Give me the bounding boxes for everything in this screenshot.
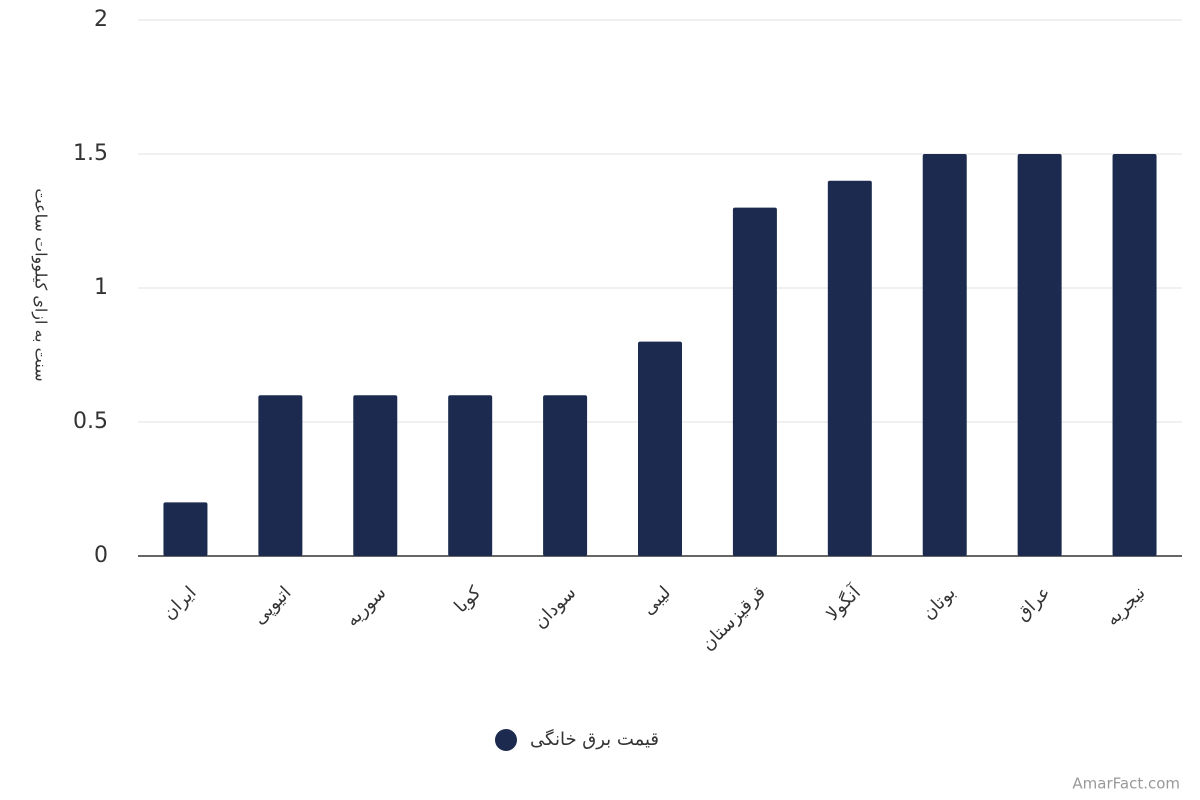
x-tick-label: ایران xyxy=(159,582,201,624)
x-tick-label: نیجریه xyxy=(1102,582,1150,630)
bar xyxy=(922,154,967,556)
bar xyxy=(827,180,872,557)
bar xyxy=(1112,154,1157,556)
bar xyxy=(1017,154,1062,556)
x-tick-label: سوریه xyxy=(342,582,391,631)
bar xyxy=(258,395,303,556)
x-tick-label: سودان xyxy=(530,582,581,633)
y-tick-label: 2 xyxy=(94,7,108,32)
legend-label: قیمت برق خانگی xyxy=(530,728,659,750)
bar xyxy=(353,395,398,556)
bar xyxy=(448,395,493,556)
y-tick-label: 1.5 xyxy=(73,141,108,166)
x-tick-label: عراق xyxy=(1012,582,1055,625)
bar xyxy=(732,207,777,556)
x-tick-label: کوبا xyxy=(450,582,485,617)
legend-marker xyxy=(495,729,517,751)
x-tick-label: بوتان xyxy=(918,582,960,624)
x-tick-label: آنگولا xyxy=(821,580,866,625)
y-axis-label: سنت به ازای کیلووات ساعت xyxy=(31,188,51,381)
x-tick-label: اتیوپی xyxy=(249,582,296,629)
x-tick-label: قرقیزستان xyxy=(697,582,770,655)
x-tick-label: لیبی xyxy=(638,582,675,619)
bar xyxy=(543,395,588,556)
y-tick-label: 1 xyxy=(94,275,108,300)
y-tick-label: 0.5 xyxy=(73,409,108,434)
watermark: AmarFact.com xyxy=(1072,775,1180,793)
y-tick-label: 0 xyxy=(94,543,108,568)
bar xyxy=(163,502,208,556)
bar xyxy=(638,341,682,556)
